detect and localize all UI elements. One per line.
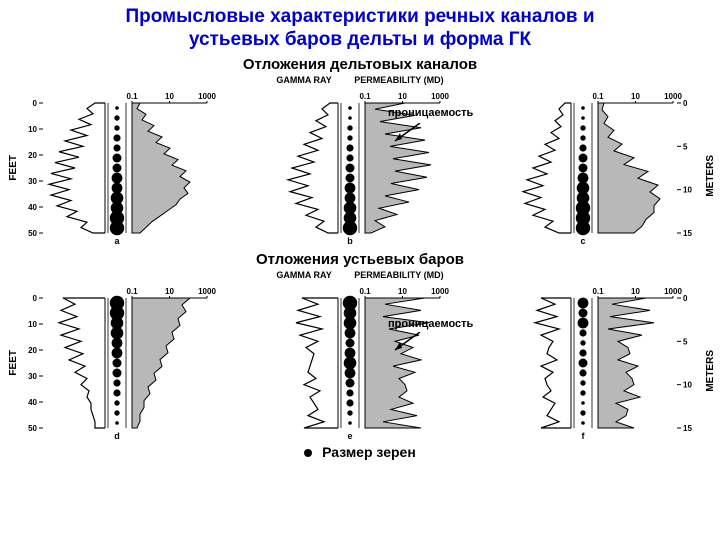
panel-b: 0.1 10 1000 b проницаемость (250, 85, 470, 245)
svg-text:5: 5 (683, 337, 688, 346)
svg-text:10: 10 (631, 287, 640, 296)
svg-text:0: 0 (32, 99, 37, 108)
title-line2: устьевых баров дельты и форма ГК (189, 29, 531, 50)
svg-text:b: b (347, 236, 353, 245)
svg-text:0: 0 (32, 294, 37, 303)
svg-text:0: 0 (683, 99, 688, 108)
svg-text:1000: 1000 (198, 287, 216, 296)
svg-text:20: 20 (28, 151, 37, 160)
meters-axis-label: METERS (705, 155, 716, 197)
svg-text:1000: 1000 (198, 92, 216, 101)
perm-annotation-top: проницаемость (388, 107, 473, 119)
svg-text:c: c (581, 236, 586, 245)
svg-text:1000: 1000 (431, 92, 449, 101)
axis-headers-bottom: GAMMA RAY PERMEABILITY (MD) (0, 270, 720, 280)
svg-text:1000: 1000 (664, 92, 682, 101)
dot-icon (304, 449, 312, 457)
svg-text:10: 10 (398, 92, 407, 101)
svg-text:10: 10 (28, 125, 37, 134)
panel-e: 0.1 10 1000 e проницаемость (250, 280, 470, 440)
title-line1: Промысловые характеристики речных канало… (125, 6, 594, 27)
svg-text:10: 10 (683, 380, 692, 389)
perm-annotation-bottom: проницаемость (388, 318, 473, 330)
svg-text:50: 50 (28, 424, 37, 433)
section2-title: Отложения устьевых баров (0, 251, 720, 268)
top-panels-row: FEET 0.110100001020304050a 0.1101000b пр… (0, 85, 720, 245)
svg-text:10: 10 (165, 287, 174, 296)
svg-text:40: 40 (28, 203, 37, 212)
svg-text:10: 10 (28, 320, 37, 329)
svg-text:0.1: 0.1 (359, 287, 371, 296)
perm-header: PERMEABILITY (MD) (354, 75, 443, 85)
svg-text:5: 5 (683, 142, 688, 151)
svg-text:d: d (114, 431, 120, 440)
svg-text:40: 40 (28, 398, 37, 407)
svg-text:0.1: 0.1 (593, 287, 605, 296)
svg-text:20: 20 (28, 346, 37, 355)
svg-text:10: 10 (631, 92, 640, 101)
svg-text:15: 15 (683, 229, 692, 238)
page-title: Промысловые характеристики речных канало… (0, 0, 720, 54)
svg-text:0.1: 0.1 (359, 92, 371, 101)
panel-c: 0.1 10 10000 5 10 15 c (483, 85, 703, 245)
svg-text:10: 10 (398, 287, 407, 296)
gamma-header: GAMMA RAY (276, 75, 331, 85)
panel-f: 0.1 10 10000 5 10 15 f (483, 280, 703, 440)
svg-text:0.1: 0.1 (593, 92, 605, 101)
svg-text:0.1: 0.1 (126, 92, 138, 101)
svg-text:10: 10 (683, 185, 692, 194)
svg-text:e: e (347, 431, 352, 440)
section1-title: Отложения дельтовых каналов (0, 56, 720, 73)
svg-text:15: 15 (683, 424, 692, 433)
grain-size-legend: Размер зерен (0, 444, 720, 460)
panel-a: 0.1 10 1000 0 10 20 30 40 50 a (17, 85, 237, 245)
bottom-panels-row: FEET 0.110100001020304050d 0.1101000e пр… (0, 280, 720, 440)
svg-text:10: 10 (165, 92, 174, 101)
svg-text:1000: 1000 (431, 287, 449, 296)
svg-text:0.1: 0.1 (126, 287, 138, 296)
svg-text:30: 30 (28, 372, 37, 381)
gamma-header-2: GAMMA RAY (276, 270, 331, 280)
svg-text:50: 50 (28, 229, 37, 238)
svg-text:1000: 1000 (664, 287, 682, 296)
svg-text:f: f (582, 431, 586, 440)
svg-text:a: a (114, 236, 120, 245)
panel-d: 0.1 10 1000 0 10 20 30 40 50 d (17, 280, 237, 440)
svg-text:0: 0 (683, 294, 688, 303)
axis-headers-top: GAMMA RAY PERMEABILITY (MD) (0, 75, 720, 85)
meters-axis-label-2: METERS (705, 350, 716, 392)
svg-text:30: 30 (28, 177, 37, 186)
